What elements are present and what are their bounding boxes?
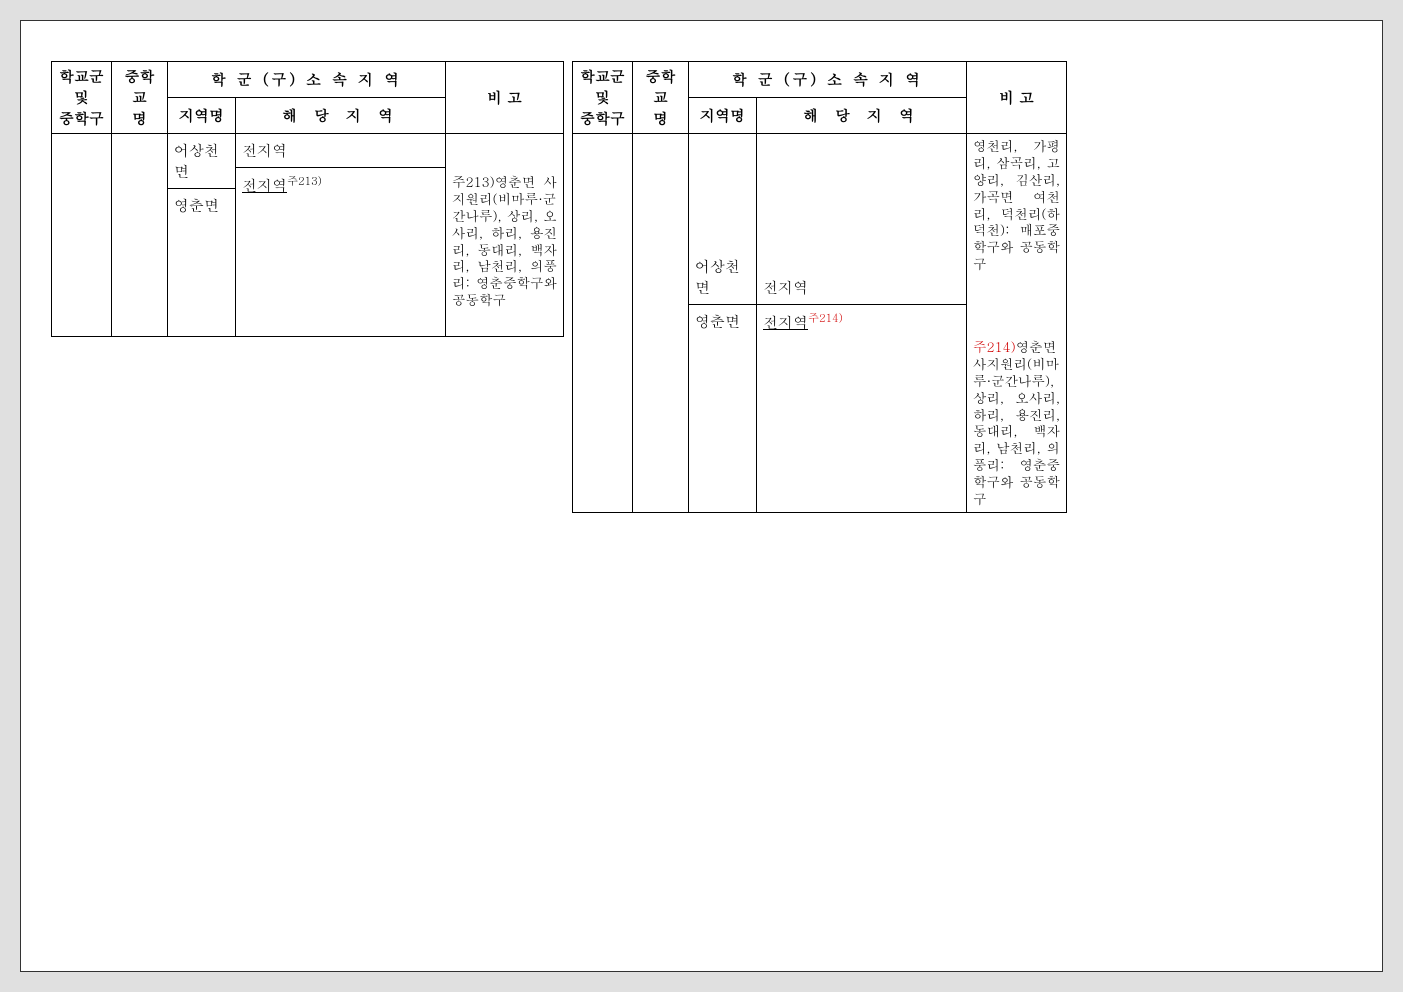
left-header-school-name: 중학교 명 bbox=[112, 62, 168, 134]
right-header-group-title: 학 군 (구) 소 속 지 역 bbox=[689, 62, 967, 98]
left-cell-regions: 어상천면 영춘면 bbox=[168, 134, 236, 337]
left-cell-school-group bbox=[52, 134, 112, 337]
left-header-school-group: 학교군 및 중학구 bbox=[52, 62, 112, 134]
left-area-1: 전지역주213) bbox=[236, 168, 445, 317]
left-cell-remarks: 주213)영춘면 사지원리(비마루·군간나루), 상리, 오사리, 하리, 용진… bbox=[446, 134, 564, 337]
right-area-0: 전지역 bbox=[757, 134, 966, 304]
left-cell-areas: 전지역 전지역주213) bbox=[236, 134, 446, 337]
left-region-1: 영춘면 bbox=[168, 189, 235, 337]
right-header-remarks: 비 고 bbox=[967, 62, 1067, 134]
right-cell-school-group bbox=[573, 134, 633, 513]
right-table: 학교군 및 중학구 중학교 명 학 군 (구) 소 속 지 역 비 고 지역명 … bbox=[572, 61, 1067, 513]
right-note-body: 영춘면 사지원리(비마루·군간나루), 상리, 오사리, 하리, 용진리, 동대… bbox=[973, 337, 1060, 508]
right-region-1: 영춘면 bbox=[689, 304, 756, 504]
left-header-remarks: 비 고 bbox=[446, 62, 564, 134]
right-header-region: 지역명 bbox=[689, 98, 757, 134]
right-cell-remarks: 영천리, 가평리, 삼곡리, 고양리, 김산리, 가곡면 여천리, 덕천리(하덕… bbox=[967, 134, 1067, 513]
right-header-school-group: 학교군 및 중학구 bbox=[573, 62, 633, 134]
left-table: 학교군 및 중학구 중학교 명 학 군 (구) 소 속 지 역 비 고 지역명 … bbox=[51, 61, 564, 337]
right-pre-note: 영천리, 가평리, 삼곡리, 고양리, 김산리, 가곡면 여천리, 덕천리(하덕… bbox=[973, 138, 1060, 273]
left-area-0: 전지역 bbox=[236, 134, 445, 168]
left-header-region: 지역명 bbox=[168, 98, 236, 134]
left-region-0: 어상천면 bbox=[168, 134, 235, 189]
document-page: 학교군 및 중학구 중학교 명 학 군 (구) 소 속 지 역 비 고 지역명 … bbox=[20, 20, 1383, 972]
left-cell-school-name bbox=[112, 134, 168, 337]
right-region-0: 어상천면 bbox=[689, 134, 756, 304]
right-note: 주214)영춘면 사지원리(비마루·군간나루), 상리, 오사리, 하리, 용진… bbox=[973, 339, 1060, 508]
right-header-area: 해 당 지 역 bbox=[757, 98, 967, 134]
left-note: 주213)영춘면 사지원리(비마루·군간나루), 상리, 오사리, 하리, 용진… bbox=[452, 174, 557, 309]
right-area-1: 전지역주214) bbox=[757, 304, 966, 504]
right-header-school-name: 중학교 명 bbox=[633, 62, 689, 134]
left-header-group-title: 학 군 (구) 소 속 지 역 bbox=[168, 62, 446, 98]
right-cell-school-name bbox=[633, 134, 689, 513]
right-cell-regions: 어상천면 영춘면 bbox=[689, 134, 757, 513]
tables-container: 학교군 및 중학구 중학교 명 학 군 (구) 소 속 지 역 비 고 지역명 … bbox=[51, 61, 1352, 513]
left-note-body: 영춘면 사지원리(비마루·군간나루), 상리, 오사리, 하리, 용진리, 동대… bbox=[452, 172, 557, 309]
left-header-area: 해 당 지 역 bbox=[236, 98, 446, 134]
right-cell-areas: 전지역 전지역주214) bbox=[757, 134, 967, 513]
